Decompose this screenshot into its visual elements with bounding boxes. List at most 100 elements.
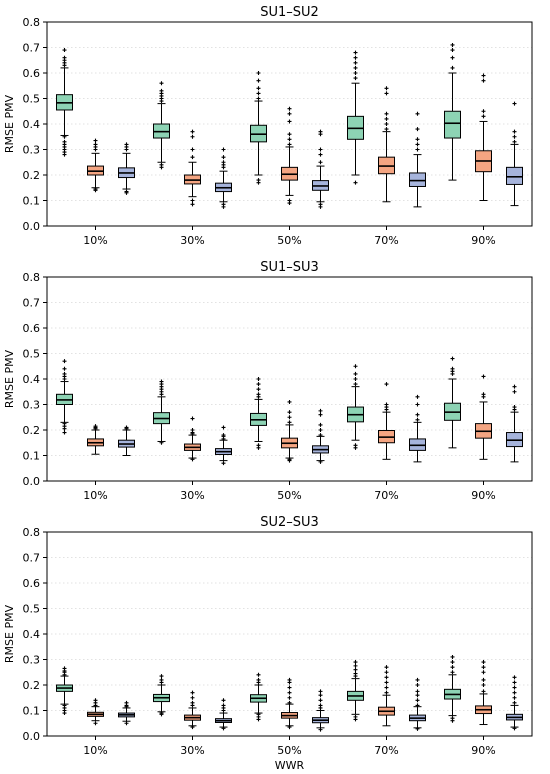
box-90%-series-2 xyxy=(475,660,492,726)
outlier-point xyxy=(318,422,323,427)
box-10%-series-2 xyxy=(87,138,104,193)
outlier-point xyxy=(287,201,292,206)
outlier-point xyxy=(287,106,292,111)
outlier-point xyxy=(287,410,292,415)
outlier-point xyxy=(62,371,67,376)
y-tick-label: 0.5 xyxy=(23,93,41,106)
outlier-point xyxy=(62,134,67,139)
outlier-point xyxy=(481,78,486,83)
box-10%-series-2 xyxy=(87,424,104,455)
x-tick-label: 70% xyxy=(374,234,398,247)
x-tick-label: 90% xyxy=(471,234,495,247)
outlier-point xyxy=(353,445,358,450)
outlier-point xyxy=(384,675,389,680)
outlier-point xyxy=(287,458,292,463)
box-30%-series-1 xyxy=(153,674,170,717)
outlier-point xyxy=(481,73,486,78)
outlier-point xyxy=(287,690,292,695)
outlier-point xyxy=(221,703,226,708)
outlier-point xyxy=(221,461,226,466)
box-70%-series-3 xyxy=(409,394,426,463)
outlier-point xyxy=(384,111,389,116)
outlier-point xyxy=(384,680,389,685)
outlier-point xyxy=(256,382,261,387)
y-tick-label: 0.5 xyxy=(23,603,41,616)
outlier-point xyxy=(318,433,323,438)
outlier-point xyxy=(512,726,517,731)
outlier-point xyxy=(159,81,164,86)
x-tick-label: 30% xyxy=(180,234,204,247)
outlier-point xyxy=(450,356,455,361)
outlier-point xyxy=(318,160,323,165)
outlier-point xyxy=(93,721,98,726)
box-body xyxy=(444,110,461,139)
box-50%-series-1 xyxy=(250,672,267,722)
outlier-point xyxy=(190,134,195,139)
outlier-point xyxy=(318,147,323,152)
outlier-point xyxy=(353,671,358,676)
outlier-point xyxy=(415,683,420,687)
outlier-point xyxy=(353,382,358,387)
outlier-point xyxy=(62,426,67,431)
outlier-point xyxy=(256,91,261,96)
outlier-point xyxy=(512,680,517,685)
outlier-point xyxy=(318,408,323,413)
outlier-point xyxy=(221,155,226,160)
box-90%-series-2 xyxy=(475,374,492,460)
outlier-point xyxy=(221,433,226,438)
outlier-point xyxy=(190,690,195,695)
x-tick-label: 90% xyxy=(471,489,495,502)
outlier-point xyxy=(287,420,292,425)
outlier-point xyxy=(415,417,420,422)
outlier-point xyxy=(124,721,129,726)
outlier-point xyxy=(93,698,98,703)
box-10%-series-2 xyxy=(87,698,104,726)
y-tick-label: 0.6 xyxy=(23,322,41,335)
outlier-point xyxy=(512,700,517,705)
outlier-point xyxy=(415,689,420,694)
plot-frame xyxy=(46,21,533,227)
outlier-point xyxy=(481,114,486,119)
outlier-point xyxy=(190,428,195,432)
outlier-point xyxy=(190,155,195,160)
y-tick-label: 0.8 xyxy=(23,16,41,29)
outlier-point xyxy=(450,65,455,70)
outlier-point xyxy=(318,689,323,694)
box-body xyxy=(409,172,426,187)
box-50%-series-3 xyxy=(312,408,329,464)
outlier-point xyxy=(190,147,195,152)
outlier-point xyxy=(450,665,455,670)
box-70%-series-2 xyxy=(378,665,395,727)
y-tick-label: 0.4 xyxy=(23,628,41,641)
outlier-point xyxy=(159,88,164,93)
plot-frame xyxy=(46,531,533,737)
x-tick-label: 50% xyxy=(277,744,301,757)
y-tick-label: 0.0 xyxy=(23,220,41,233)
y-tick-label: 0.1 xyxy=(23,450,41,463)
outlier-point xyxy=(318,459,323,464)
box-90%-series-1 xyxy=(444,42,461,181)
outlier-point xyxy=(256,96,261,101)
outlier-point xyxy=(512,690,517,695)
outlier-point xyxy=(221,726,226,731)
x-tick-label: 90% xyxy=(471,744,495,757)
outlier-point xyxy=(256,677,261,682)
box-50%-series-3 xyxy=(312,689,329,732)
outlier-point xyxy=(384,91,389,96)
outlier-point xyxy=(318,412,323,417)
y-tick-label: 0.4 xyxy=(23,373,41,386)
outlier-point xyxy=(384,127,389,132)
y-tick-label: 0.2 xyxy=(23,424,41,437)
outlier-point xyxy=(512,695,517,700)
x-tick-label: 30% xyxy=(180,744,204,757)
outlier-point xyxy=(256,387,261,392)
outlier-point xyxy=(190,700,195,705)
outlier-point xyxy=(318,703,323,708)
box-50%-series-1 xyxy=(250,377,267,450)
outlier-point xyxy=(481,677,486,682)
outlier-point xyxy=(221,698,226,703)
chart-panel-3: 0.0 0.1 0.2 0.3 0.4 0.5 0.6 0.7 0.8 10% 30% 50% 70% 9… xyxy=(3,515,533,772)
y-tick-label: 0.0 xyxy=(23,475,41,488)
outlier-point xyxy=(415,698,420,703)
